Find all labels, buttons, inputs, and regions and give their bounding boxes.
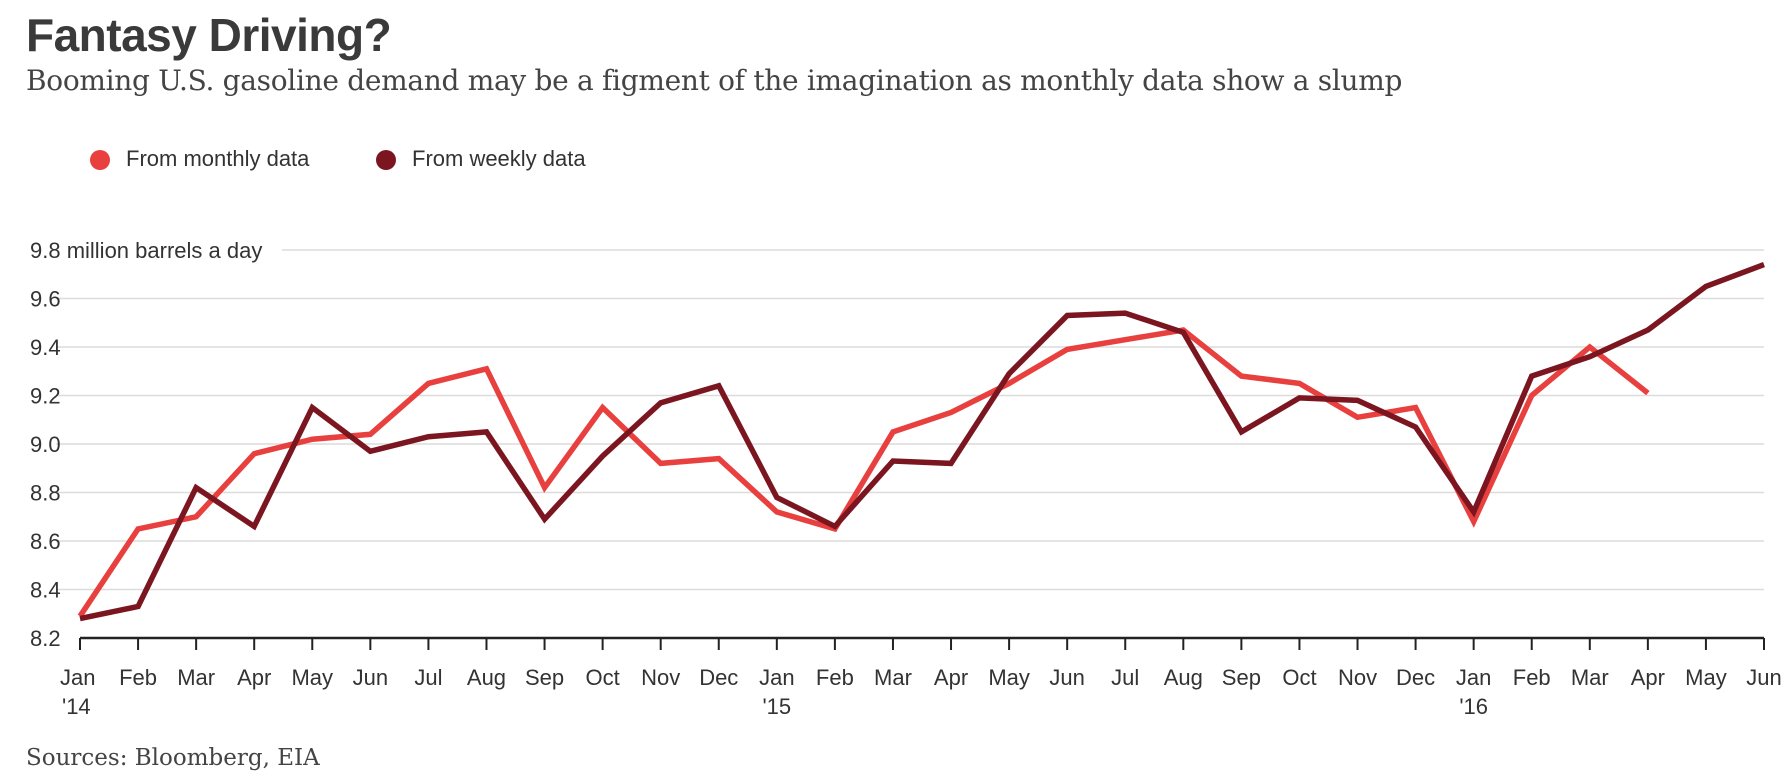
chart-subtitle: Booming U.S. gasoline demand may be a fi… [26,64,1403,97]
y-tick-label: 8.8 [30,481,61,506]
x-tick-label: Nov [1338,665,1377,690]
y-axis-label: 9.8 million barrels a day [30,238,262,263]
x-tick-label: Nov [641,665,680,690]
series-line-weekly [79,262,1765,622]
x-tick-label: Feb [119,665,157,690]
x-year-label: '16 [1459,694,1488,719]
x-tick-label: Aug [1164,665,1203,690]
x-tick-label: Oct [586,665,620,690]
x-tick-label: Jan [759,665,794,690]
y-tick-label: 8.2 [30,626,61,651]
x-year-label: '15 [762,694,791,719]
source-note: Sources: Bloomberg, EIA [26,745,320,771]
legend-dot-monthly [90,150,110,170]
x-tick-label: Apr [237,665,271,690]
x-tick-label: Oct [1282,665,1316,690]
legend-label-weekly: From weekly data [412,146,586,171]
x-tick-label: Feb [1513,665,1551,690]
x-year-label: '14 [62,694,91,719]
x-tick-label: Apr [934,665,968,690]
line-chart: 8.2 8.4 8.6 8.8 9.0 9.2 9.4 9.6 9.8 million barr… [30,238,1782,719]
x-tick-label: Mar [1571,665,1609,690]
x-tick-label: Feb [816,665,854,690]
x-tick-label: Aug [467,665,506,690]
x-tick-label: Apr [1631,665,1665,690]
x-tick-label: Jan [1456,665,1491,690]
y-tick-label: 9.6 [30,287,61,312]
x-tick-label: Dec [1396,665,1435,690]
chart-title: Fantasy Driving? [26,9,392,61]
x-tick-label: Mar [874,665,912,690]
x-tick-label: Sep [1222,665,1261,690]
x-tick-label: Sep [525,665,564,690]
x-tick-label: May [988,665,1030,690]
x-tick-label: May [1685,665,1727,690]
x-tick-label: Jul [414,665,442,690]
series-line-monthly [77,327,1650,618]
y-tick-label: 9.4 [30,335,61,360]
legend-label-monthly: From monthly data [126,146,310,171]
x-tick-label: May [291,665,333,690]
x-tick-label: Jun [1049,665,1084,690]
y-tick-label: 8.4 [30,578,61,603]
x-tick-label: Mar [177,665,215,690]
x-tick-label: Jan [60,665,95,690]
y-tick-label: 9.2 [30,384,61,409]
x-tick-label: Dec [699,665,738,690]
x-tick-label: Jun [353,665,388,690]
x-tick-label: Jun [1746,665,1781,690]
y-tick-label: 9.0 [30,432,61,457]
legend-dot-weekly [376,150,396,170]
y-tick-label: 8.6 [30,529,61,554]
x-tick-label: Jul [1111,665,1139,690]
